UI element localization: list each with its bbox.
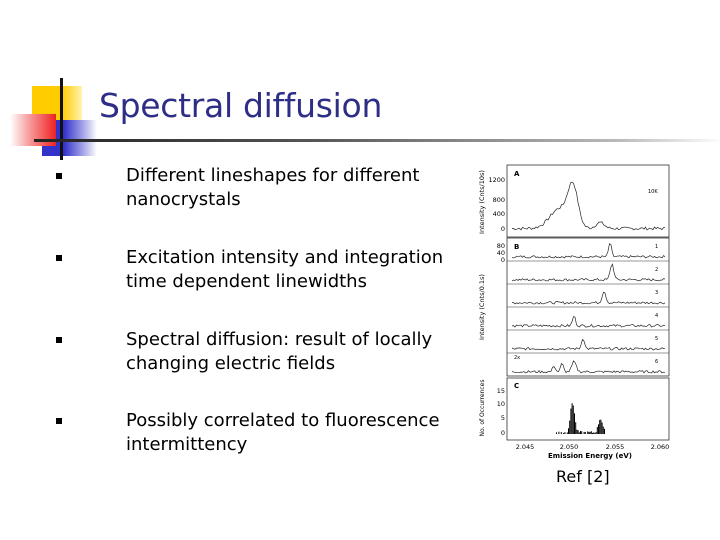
histogram-bar [578,432,580,434]
histogram-bar [588,431,590,434]
panel-a-temp: 10K [648,189,658,195]
histogram-bar [581,431,583,434]
histogram-bar [604,428,605,434]
histogram-bar [589,431,591,434]
histogram-bar [595,432,597,434]
panel-a-label: A [514,170,520,178]
bullet-marker [56,337,62,343]
ytick: 15 [497,387,505,395]
histogram-bar [558,431,560,434]
histogram-bar [570,408,572,434]
bullet-marker [56,173,62,179]
histogram-bar [568,428,569,434]
histogram-bar [599,419,601,434]
bullet-marker [56,255,62,261]
panel-b-ylabel: Intensity (Cnts/0.1s) [478,274,486,340]
histogram-bar [572,405,574,434]
panel-c-label: C [514,382,519,390]
panel-b-spectrum [511,243,666,259]
ytick: 5 [501,414,505,422]
panel-a-ylabel: Intensity (Cnts/10s) [478,170,486,234]
histogram-bar [580,431,581,434]
histogram-bar [584,431,586,434]
histogram-bar [576,429,578,434]
histogram-bar [575,422,577,434]
histogram-bar [592,432,593,434]
histogram-bar [566,432,568,434]
bullet-marker [56,418,62,424]
histogram-bar [569,420,571,434]
panel-c-frame [506,377,670,441]
panel-a-frame [506,164,670,238]
histogram-bar [587,431,589,434]
histogram-bar [601,422,603,434]
histogram-bar [560,431,562,434]
trace-label: 5 [655,336,658,342]
trace-label: 3 [655,290,658,296]
scale-note: 2x [514,355,520,361]
trace-label: 2 [655,267,658,273]
histogram-bar [577,430,579,434]
panel-b-spectrum [511,316,666,328]
ytick: 1200 [488,176,505,184]
histogram-bar [574,413,575,434]
panel-b-spectrum [511,263,666,282]
reference-label: Ref [2] [556,467,610,486]
ytick: 800 [493,196,505,204]
ytick: 0 [501,429,505,437]
histogram-bar [583,431,585,434]
panel-b-spectrum [511,291,666,305]
xtick: 2.060 [651,443,670,451]
title-underline [34,139,720,142]
histogram-bar [590,431,592,434]
histogram-bar [596,426,598,434]
histogram-bar [571,403,573,434]
panel-c-ylabel: No. of Occurrences [479,380,486,437]
xtick: 2.050 [560,443,579,451]
panel-a-spectrum [511,181,666,231]
xtick: 2.045 [516,443,535,451]
panel-b-spectrum [511,360,666,374]
slide-title: Spectral diffusion [99,86,383,125]
trace-label: 4 [655,313,658,319]
x-axis-label: Emission Energy (eV) [548,452,632,460]
histogram-bar [556,432,557,434]
xtick: 2.055 [606,443,625,451]
histogram-bar [593,432,595,434]
panel-b-spectrum [511,338,666,351]
ytick: 400 [493,210,505,218]
histogram-bar [598,424,599,434]
histogram-bar [602,426,604,434]
ytick: 10 [497,400,505,408]
histogram-bar [563,432,565,434]
panel-b-label: B [514,243,519,251]
ytick: 80 [497,242,505,250]
ytick: 40 [497,249,505,257]
trace-label: 6 [655,359,658,365]
histogram-bar [594,432,596,434]
histogram-bar [564,432,566,434]
deco-vertical-line [60,78,63,160]
histogram-bar [600,419,602,434]
trace-label: 1 [655,244,658,250]
ytick: 0 [501,256,505,264]
spectra-figure: A 10K B C 2x 1200 800 400 0 80 40 0 15 1… [478,164,670,460]
ytick: 0 [501,225,505,233]
